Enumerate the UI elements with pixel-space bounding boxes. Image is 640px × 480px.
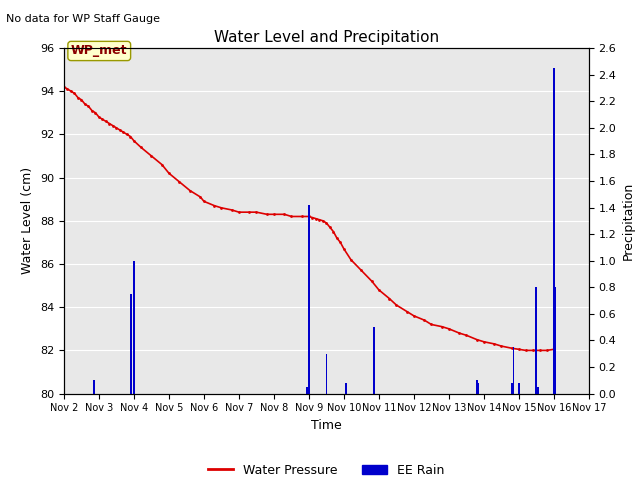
Text: No data for WP Staff Gauge: No data for WP Staff Gauge	[6, 14, 161, 24]
Y-axis label: Water Level (cm): Water Level (cm)	[22, 167, 35, 275]
Bar	[133, 261, 135, 394]
Bar	[511, 383, 513, 394]
Bar	[513, 347, 515, 394]
Bar	[345, 383, 346, 394]
Bar	[326, 354, 327, 394]
Title: Water Level and Precipitation: Water Level and Precipitation	[214, 30, 439, 46]
Bar	[308, 205, 310, 394]
X-axis label: Time: Time	[311, 419, 342, 432]
Bar	[477, 383, 479, 394]
Bar	[372, 327, 374, 394]
Bar	[476, 380, 477, 394]
Bar	[93, 380, 95, 394]
Bar	[555, 287, 556, 394]
Legend: Water Pressure, EE Rain: Water Pressure, EE Rain	[203, 458, 450, 480]
Bar	[307, 387, 308, 394]
Bar	[536, 287, 537, 394]
Bar	[131, 294, 132, 394]
Bar	[553, 68, 555, 394]
Y-axis label: Precipitation: Precipitation	[622, 181, 635, 260]
Bar	[518, 383, 520, 394]
Text: WP_met: WP_met	[71, 45, 127, 58]
Bar	[537, 387, 539, 394]
